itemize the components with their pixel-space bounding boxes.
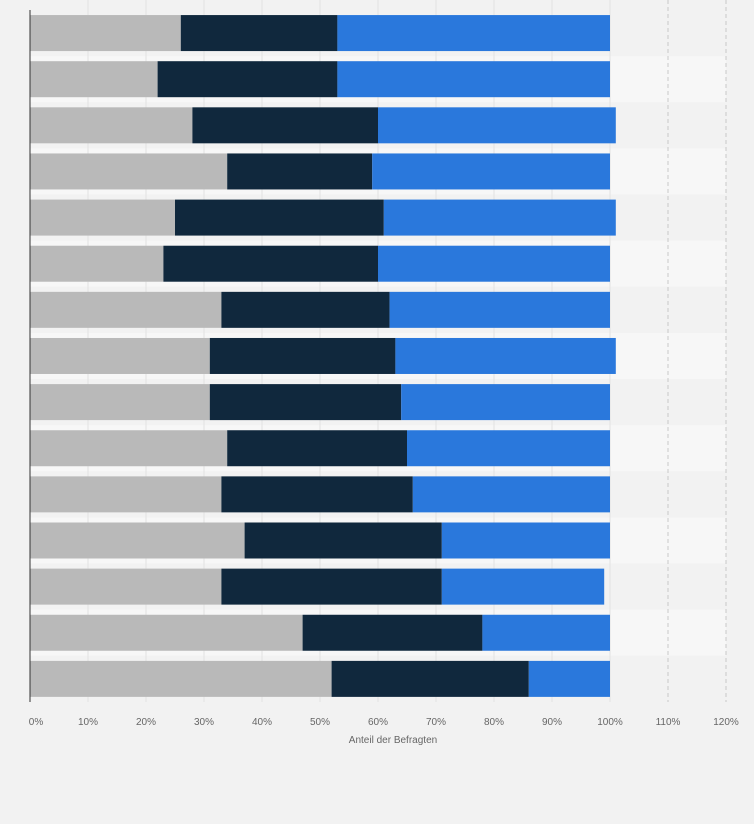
- bar-segment: [30, 199, 175, 236]
- bar-segment: [30, 568, 222, 605]
- bar-segment: [30, 614, 303, 651]
- bar-segment: [30, 337, 210, 374]
- bar-segment: [180, 15, 338, 52]
- bar-segment: [30, 430, 228, 467]
- bar-segment: [30, 245, 164, 282]
- x-tick-label: 50%: [310, 717, 330, 728]
- bar-segment: [30, 476, 222, 513]
- bar-segment: [395, 337, 616, 374]
- bar-segment: [163, 245, 378, 282]
- x-axis-ticks: 0% 10% 20% 30% 40% 50% 60% 70% 80% 90% 100% 110% 120…: [29, 717, 739, 728]
- bar-segment: [30, 522, 245, 559]
- bar-segment: [30, 660, 332, 697]
- bar-segment: [337, 15, 610, 52]
- x-tick-label: 110%: [656, 717, 681, 728]
- bar-segment: [221, 476, 413, 513]
- bar-segment: [227, 430, 407, 467]
- bar-segment: [209, 337, 396, 374]
- bar-segment: [441, 522, 610, 559]
- bar-segment: [407, 430, 610, 467]
- x-tick-label: 120%: [713, 717, 739, 728]
- x-tick-label: 10%: [78, 717, 98, 728]
- x-tick-label: 100%: [597, 717, 623, 728]
- bar-segment: [401, 384, 610, 421]
- bar-segment: [192, 107, 378, 144]
- bar-segment: [244, 522, 442, 559]
- x-tick-label: 30%: [194, 717, 214, 728]
- bar-segment: [30, 153, 228, 190]
- bar-segment: [175, 199, 384, 236]
- bar-segment: [221, 568, 442, 605]
- bar-segment: [337, 61, 610, 98]
- x-tick-label: 90%: [542, 717, 562, 728]
- bar-segment: [372, 153, 610, 190]
- bar-segment: [30, 61, 158, 98]
- bars: [30, 15, 616, 697]
- bar-segment: [378, 107, 616, 144]
- x-tick-label: 0%: [29, 717, 44, 728]
- bar-segment: [412, 476, 610, 513]
- bar-segment: [482, 614, 610, 651]
- x-tick-label: 80%: [484, 717, 504, 728]
- bar-segment: [30, 384, 210, 421]
- bar-segment: [378, 245, 610, 282]
- x-axis-title: Anteil der Befragten: [349, 735, 437, 746]
- bar-segment: [331, 660, 529, 697]
- bar-segment: [30, 291, 222, 328]
- x-tick-label: 70%: [426, 717, 446, 728]
- bar-segment: [302, 614, 483, 651]
- bar-segment: [528, 660, 610, 697]
- bar-segment: [209, 384, 402, 421]
- x-tick-label: 40%: [252, 717, 272, 728]
- bar-segment: [441, 568, 605, 605]
- bar-segment: [389, 291, 610, 328]
- bar-segment: [157, 61, 338, 98]
- bar-segment: [30, 107, 193, 144]
- bar-segment: [227, 153, 373, 190]
- x-tick-label: 20%: [136, 717, 156, 728]
- bar-segment: [383, 199, 616, 236]
- bar-segment: [30, 15, 181, 52]
- x-tick-label: 60%: [368, 717, 388, 728]
- bar-segment: [221, 291, 390, 328]
